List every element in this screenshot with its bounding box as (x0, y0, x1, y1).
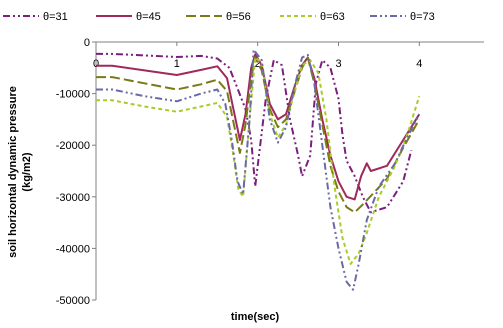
legend-label: θ=45 (136, 11, 161, 23)
x-tick-label: 2 (255, 58, 261, 70)
x-tick-label: 1 (174, 58, 180, 70)
y-tick-label: -10000 (56, 89, 90, 101)
y-axis-title: soil horizontal dynamic pressure (kg/m2) (7, 86, 33, 258)
y-tick-label: -40000 (56, 243, 90, 255)
x-axis-title: time(sec) (231, 311, 280, 323)
chart-axes (95, 41, 484, 300)
y-tick-label: -30000 (56, 192, 90, 204)
series-line (96, 48, 421, 291)
legend-label: θ=63 (320, 11, 345, 23)
legend-label: θ=73 (410, 11, 435, 23)
x-tick-label: 4 (416, 58, 422, 70)
chart-legend: θ=31 θ=45 θ=56 θ=63 θ=73 (3, 11, 435, 23)
series-line (96, 56, 421, 214)
legend-label: θ=31 (43, 11, 68, 23)
y-tick-label: 0 (84, 37, 90, 49)
legend-label: θ=56 (226, 11, 251, 23)
x-tick-label: 0 (93, 58, 99, 70)
series-line (96, 52, 413, 214)
series-line (96, 56, 421, 265)
y-tick-label: -20000 (56, 140, 90, 152)
chart-series (96, 48, 421, 291)
x-tick-label: 3 (335, 58, 341, 70)
series-line (96, 53, 421, 201)
y-tick-label: -50000 (56, 295, 90, 307)
chart-ticks: 0 -10000 -20000 -30000 -40000 -50000 0 1 2 3 4 (56, 37, 423, 307)
